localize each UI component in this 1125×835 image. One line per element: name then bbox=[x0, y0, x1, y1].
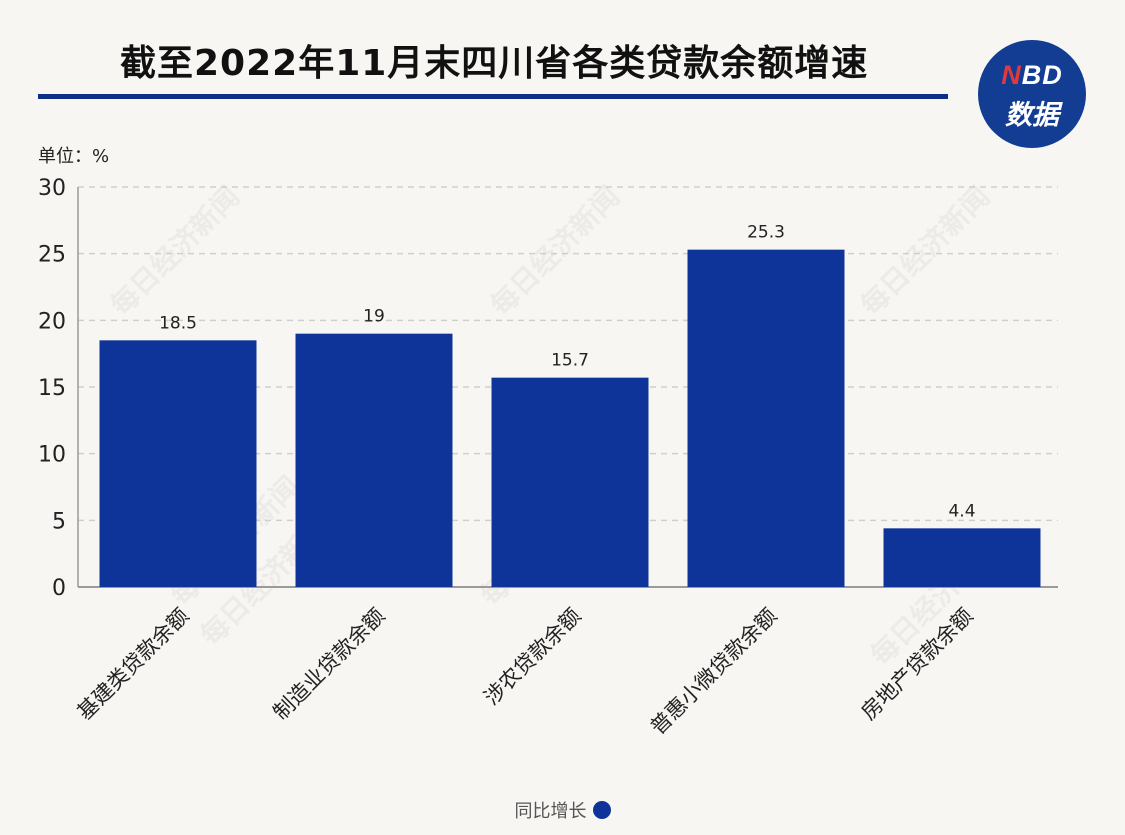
data-label: 4.4 bbox=[948, 501, 975, 521]
x-tick-label: 房地产贷款余额 bbox=[857, 604, 978, 725]
logo-text-bottom: 数据 bbox=[1005, 100, 1059, 131]
bar bbox=[491, 377, 649, 587]
x-tick-label: 基建类贷款余额 bbox=[73, 604, 194, 725]
y-tick-label: 15 bbox=[38, 376, 66, 401]
data-label: 19 bbox=[363, 307, 385, 327]
bar bbox=[99, 340, 257, 587]
y-tick-label: 0 bbox=[52, 576, 66, 601]
bar bbox=[295, 333, 453, 587]
legend: 同比增长 bbox=[0, 797, 1125, 823]
data-label: 18.5 bbox=[159, 313, 197, 333]
data-label: 15.7 bbox=[551, 351, 589, 371]
legend-label: 同比增长 bbox=[514, 801, 587, 822]
title-underline bbox=[38, 94, 948, 99]
x-tick-label: 涉农贷款余额 bbox=[479, 604, 585, 710]
bar bbox=[687, 249, 845, 587]
bar bbox=[883, 528, 1041, 587]
x-tick-label: 制造业贷款余额 bbox=[269, 604, 390, 725]
unit-label: 单位：% bbox=[38, 146, 110, 167]
data-label: 25.3 bbox=[747, 223, 785, 243]
y-tick-label: 25 bbox=[38, 243, 66, 268]
x-tick-label: 普惠小微贷款余额 bbox=[646, 604, 782, 740]
y-tick-label: 30 bbox=[38, 176, 66, 201]
chart-title: 截至2022年11月末四川省各类贷款余额增速 bbox=[120, 43, 869, 84]
nbd-logo: NBD 数据 bbox=[978, 40, 1086, 148]
legend-swatch bbox=[592, 801, 611, 819]
y-tick-label: 5 bbox=[52, 509, 66, 534]
y-tick-label: 20 bbox=[38, 309, 66, 334]
logo-text-top: NBD bbox=[1001, 60, 1063, 90]
y-tick-label: 10 bbox=[38, 443, 66, 468]
